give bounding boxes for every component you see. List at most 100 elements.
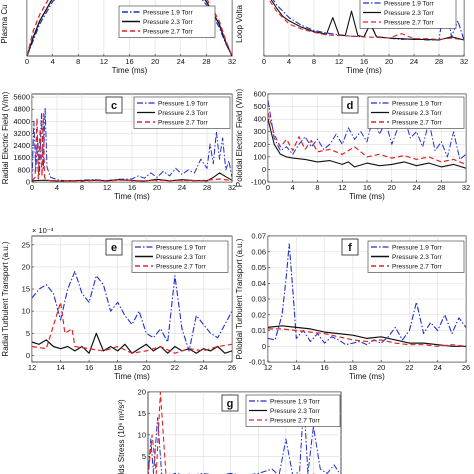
y-axis-label: lds Stress (10⁶ m²/s²) xyxy=(117,399,126,474)
x-axis-label: Time (ms) xyxy=(349,372,385,381)
x-tick-label: 8 xyxy=(312,57,316,66)
series-line-f-3 xyxy=(268,328,466,347)
legend-label: Pressure 2.3 Torr xyxy=(384,10,435,17)
x-tick-label: 32 xyxy=(460,57,468,66)
y-tick-label: 0 xyxy=(26,351,30,360)
x-tick-label: 16 xyxy=(85,363,93,372)
x-tick-label: 28 xyxy=(202,57,210,66)
y-tick-label: 0.03 xyxy=(251,295,266,304)
x-tick-label: 16 xyxy=(363,183,371,192)
x-tick-label: 12 xyxy=(103,183,111,192)
x-tick-label: 20 xyxy=(151,57,159,66)
y-tick-label: 5600 xyxy=(13,93,30,102)
x-tick-label: 24 xyxy=(177,57,185,66)
x-axis-label: Time (ms) xyxy=(346,66,382,75)
y-tick-label: 10 xyxy=(22,307,30,316)
panel-letter-box xyxy=(105,238,123,256)
y-tick-label: 4800 xyxy=(13,105,30,114)
legend: Pressure 1.9 Torr Pressure 2.3 Torr Pressu… xyxy=(367,96,465,129)
legend: Pressure 1.9 Torr Pressure 2.3 Torr Pressu… xyxy=(133,96,231,129)
x-tick-label: 26 xyxy=(462,363,470,372)
x-tick-label: 18 xyxy=(114,363,122,372)
panel-letter-box xyxy=(105,96,123,114)
legend: Pressure 1.9 Torr Pressure 2.3 Torr Pressu… xyxy=(245,394,341,427)
x-axis-label: Time (ms) xyxy=(112,66,148,75)
legend-label: Pressure 1.9 Torr xyxy=(158,100,209,107)
x-tick-label: 12 xyxy=(264,363,272,372)
y-tick-label: 200 xyxy=(253,140,266,149)
y-tick-label: 15 xyxy=(22,285,30,294)
x-tick-label: 14 xyxy=(56,363,64,372)
x-axis-label: Time (ms) xyxy=(114,192,150,201)
legend-label: Pressure 2.3 Torr xyxy=(156,254,207,261)
y-axis-label: Poloidal Electric Field (V/m) xyxy=(235,89,244,188)
x-tick-label: 4 xyxy=(55,183,59,192)
x-tick-label: 4 xyxy=(287,57,291,66)
panel-d: 0 4 8 12 16 20 24 28 32-1000100200300400500600Ti… xyxy=(235,89,470,201)
x-tick-label: 4 xyxy=(291,183,295,192)
x-tick-label: 24 xyxy=(199,363,207,372)
x-tick-label: 28 xyxy=(435,57,443,66)
series-line-b-2 xyxy=(270,0,464,41)
y-tick-label: -100 xyxy=(251,178,266,187)
y-tick-label: 25 xyxy=(22,240,30,249)
x-tick-label: 20 xyxy=(377,363,385,372)
x-tick-label: 16 xyxy=(125,57,133,66)
series-line-d-3 xyxy=(268,112,466,165)
y-tick-label: 0.04 xyxy=(251,279,266,288)
panel-f: 12 14 16 18 20 22 24 26 -0.01 0 0.01 0.02 0.03 0.04 0.… xyxy=(235,232,470,382)
legend-label: Pressure 1.9 Torr xyxy=(270,398,321,405)
x-tick-label: 8 xyxy=(80,183,84,192)
series-line-d-1 xyxy=(268,100,466,160)
series-line-g-1 xyxy=(148,400,341,474)
x-tick-label: 18 xyxy=(349,363,357,372)
panel-letter: e xyxy=(111,242,117,254)
y-tick-label: 2400 xyxy=(13,141,30,150)
legend-label: Pressure 2.3 Torr xyxy=(392,254,443,261)
y-tick-label: 5 xyxy=(26,329,30,338)
y-axis-label: Radial Electric Field (V/m) xyxy=(1,91,10,184)
y-tick-label: 0.01 xyxy=(251,326,266,335)
y-tick-label: 100 xyxy=(253,152,266,161)
x-tick-label: 16 xyxy=(128,183,136,192)
legend-label: Pressure 1.9 Torr xyxy=(392,100,443,107)
y-tick-label: 0 xyxy=(26,178,30,187)
series-line-d-2 xyxy=(268,118,466,169)
legend-label: Pressure 2.7 Torr xyxy=(158,119,209,126)
y-tick-label: 5 xyxy=(142,452,146,461)
legend-label: Pressure 1.9 Torr xyxy=(384,0,435,7)
y-exponent-label: × 10⁻³ xyxy=(32,226,54,235)
x-tick-label: 28 xyxy=(437,183,445,192)
series-line-c-1 xyxy=(32,107,232,182)
legend-label: Pressure 2.7 Torr xyxy=(156,263,207,270)
x-tick-label: 0 xyxy=(30,183,34,192)
x-tick-label: 32 xyxy=(228,183,236,192)
x-tick-label: 32 xyxy=(228,57,236,66)
y-tick-label: 0 xyxy=(262,342,266,351)
legend-label: Pressure 2.3 Torr xyxy=(270,408,321,415)
legend-label: Pressure 1.9 Torr xyxy=(156,244,207,251)
panel-e: 12 14 16 18 20 22 24 26 0 5 10 15 20 25 Time (ms) Radia… xyxy=(1,226,236,381)
y-axis-label: Plasma Cu xyxy=(0,4,9,43)
panel-a: 0 4 8 12 16 20 24 28 32 Time (ms) Plasma Cu Pressur… xyxy=(0,0,236,75)
x-tick-label: 22 xyxy=(171,363,179,372)
legend-label: Pressure 2.3 Torr xyxy=(143,19,194,26)
legend-label: Pressure 2.7 Torr xyxy=(270,417,321,424)
y-tick-label: 3200 xyxy=(13,129,30,138)
x-tick-label: 12 xyxy=(100,57,108,66)
x-tick-label: 22 xyxy=(405,363,413,372)
x-tick-label: 12 xyxy=(335,57,343,66)
legend-label: Pressure 2.7 Torr xyxy=(143,28,194,35)
y-axis-label: Radial Turbulent Transport (a.u.) xyxy=(1,241,10,357)
x-tick-label: 20 xyxy=(385,57,393,66)
x-tick-label: 14 xyxy=(292,363,300,372)
y-tick-label: 600 xyxy=(253,90,266,99)
x-tick-label: 20 xyxy=(388,183,396,192)
panel-c: 0 4 8 12 16 20 24 28 320800160024003200400048005… xyxy=(1,91,236,201)
x-tick-label: 8 xyxy=(315,183,319,192)
legend: Pressure 1.9 Torr Pressure 2.3 Torr Pressu… xyxy=(118,5,216,38)
x-axis-label: Time (ms) xyxy=(114,372,150,381)
series-line-f-2 xyxy=(268,325,466,347)
x-tick-label: 4 xyxy=(51,57,55,66)
legend-label: Pressure 2.7 Torr xyxy=(392,263,443,270)
